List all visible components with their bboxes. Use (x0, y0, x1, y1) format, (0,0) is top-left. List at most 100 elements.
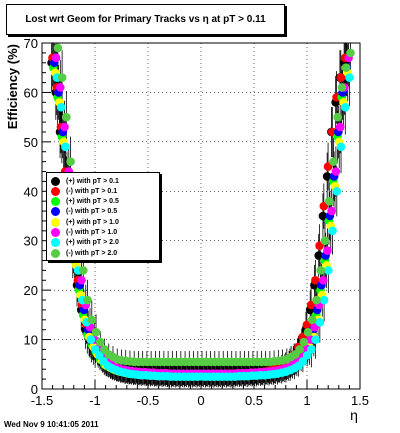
legend-marker (51, 217, 60, 227)
data-point (295, 345, 304, 354)
y-tick-label: 30 (24, 234, 38, 249)
legend-marker (51, 248, 60, 258)
y-tick-label: 0 (31, 382, 38, 397)
data-point (341, 63, 351, 73)
data-point (323, 246, 332, 255)
x-axis-label: η (350, 407, 358, 423)
x-axis: -1.5 -1 -0.5 0 0.5 1 1.5 (31, 380, 369, 408)
data-point (322, 172, 332, 181)
data-point (335, 122, 345, 132)
data-point (333, 112, 343, 122)
legend-entry: (-) with pT > 1.0 (51, 228, 117, 238)
legend: (+) with pT > 0.1 (-) with pT > 0.1 (+) wi… (46, 172, 160, 261)
x-tick-label: 1.5 (351, 393, 369, 408)
legend-marker (51, 186, 60, 196)
legend-label: (+) with pT > 0.5 (66, 198, 119, 206)
data-point (56, 83, 65, 92)
data-point (346, 48, 355, 58)
data-point (327, 206, 336, 216)
legend-entry: (-) with pT > 2.0 (51, 248, 117, 258)
legend-entry: (+) with pT > 0.5 (51, 197, 119, 207)
legend-entry: (+) with pT > 1.0 (51, 217, 119, 227)
data-point (90, 345, 100, 354)
x-tick-label: 0 (197, 393, 204, 408)
legend-entry: (-) with pT > 0.1 (51, 186, 117, 196)
data-point (53, 43, 63, 53)
x-tick-label: 1 (303, 393, 310, 408)
data-point (311, 335, 320, 344)
data-point (62, 112, 71, 122)
data-point (312, 295, 321, 305)
legend-marker (51, 238, 60, 248)
y-axis: 0 10 20 30 40 50 60 70 (24, 36, 51, 397)
legend-label: (-) with pT > 2.0 (66, 249, 118, 257)
chart-title-box: Lost wrt Geom for Primary Tracks vs η at… (6, 4, 285, 35)
data-point (298, 357, 308, 366)
data-point (307, 315, 317, 325)
data-point (77, 275, 86, 285)
data-point (324, 266, 333, 275)
data-point (318, 275, 328, 285)
data-point (95, 337, 105, 347)
data-point (324, 196, 334, 206)
data-point (51, 53, 61, 63)
data-point (303, 327, 313, 337)
legend-marker (51, 228, 60, 237)
data-point (316, 266, 326, 275)
data-point (319, 295, 329, 305)
y-tick-label: 10 (24, 333, 38, 348)
data-point (60, 122, 69, 132)
x-tick-label: -1.5 (31, 393, 53, 408)
data-point (329, 157, 338, 166)
data-point (307, 345, 316, 354)
timestamp: Wed Nov 9 10:41:05 2011 (4, 420, 99, 429)
data-point (345, 73, 354, 82)
data-point (299, 337, 309, 347)
data-point (331, 167, 341, 176)
data-points (47, 43, 355, 381)
data-point (336, 142, 346, 152)
data-point (318, 211, 328, 221)
y-axis-label: Efficiency (%) (5, 44, 20, 129)
legend-entry: (+) with pT > 0.1 (51, 176, 119, 186)
y-tick-label: 40 (24, 184, 38, 199)
legend-label: (+) with pT > 2.0 (66, 239, 119, 247)
legend-marker (51, 207, 60, 217)
chart-title: Lost wrt Geom for Primary Tracks vs η at… (25, 14, 266, 25)
x-tick-label: -1 (89, 393, 101, 408)
legend-marker (51, 197, 60, 207)
y-tick-label: 70 (24, 36, 38, 51)
y-tick-label: 60 (24, 85, 38, 100)
data-point (332, 186, 342, 196)
legend-label: (-) with pT > 0.1 (66, 187, 118, 195)
legend-label: (-) with pT > 0.5 (66, 208, 118, 216)
data-point (83, 295, 92, 305)
data-point (87, 315, 97, 325)
legend-label: (+) with pT > 0.1 (66, 177, 119, 185)
y-tick-label: 50 (24, 135, 38, 150)
data-point (56, 102, 66, 112)
x-tick-label: 0.5 (245, 393, 263, 408)
legend-entry: (+) with pT > 2.0 (51, 238, 119, 248)
legend-label: (-) with pT > 1.0 (66, 229, 118, 236)
data-point (320, 236, 330, 246)
data-point (95, 351, 104, 360)
x-tick-label: -0.5 (137, 393, 159, 408)
data-point (61, 142, 70, 152)
data-point (315, 317, 325, 327)
data-point (314, 251, 323, 260)
data-point (337, 83, 347, 92)
data-point (336, 73, 346, 82)
data-point (86, 335, 96, 344)
data-point (79, 266, 88, 275)
legend-marker (51, 176, 60, 186)
y-tick-label: 20 (24, 283, 38, 298)
data-point (66, 157, 75, 166)
data-point (302, 351, 312, 360)
data-point (57, 73, 67, 82)
legend-label: (+) with pT > 1.0 (66, 218, 119, 226)
data-point (311, 275, 320, 285)
data-point (328, 226, 337, 236)
data-point (340, 102, 350, 112)
